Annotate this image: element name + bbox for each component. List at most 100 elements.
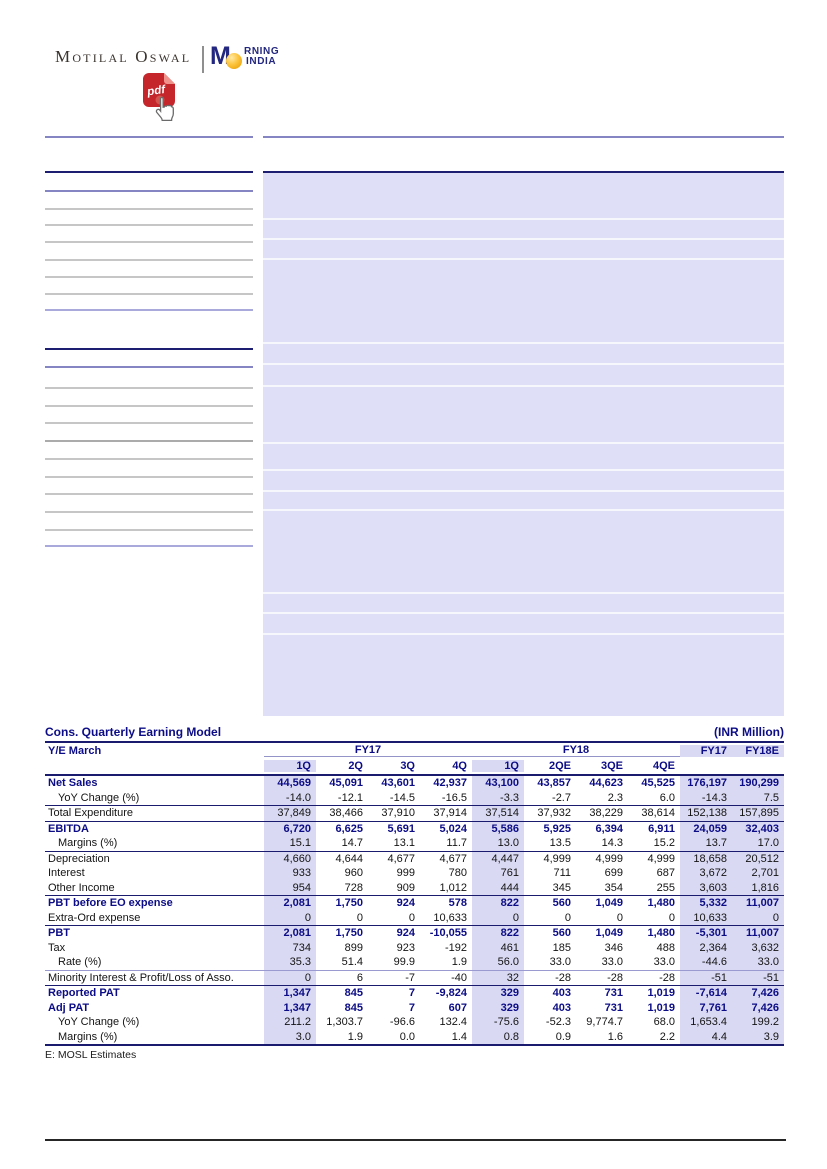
table-cell: 1,480 [647,927,675,939]
table-cell: 4,644 [335,852,363,865]
table-cell: 2,701 [732,866,784,881]
table-cell: 10,633 [433,911,467,924]
table-cell: 761 [472,866,524,881]
table-row: Margins (%) 3.0 1.9 0.0 1.4 0.8 0.9 1.6 2.2 4.4 3.… [45,1029,784,1044]
table-cell: 15.2 [653,837,675,849]
table-body: Net Sales 44,569 45,091 43,601 42,937 43,100 4… [45,776,784,1044]
table-cell: 1,019 [647,987,675,999]
table-cell: 1,480 [647,897,675,909]
table-row: YoY Change (%) 211.2 1,303.7 -96.6 132.4 -75.… [45,1015,784,1030]
table-cell: 731 [604,987,623,999]
row-label: Tax [48,941,66,954]
pdf-attachment-button[interactable]: pdf [140,72,190,124]
placeholder-line [45,405,253,407]
table-cell: 4,660 [264,851,316,866]
row-label: Other Income [48,881,115,894]
row-label: Margins (%) [58,837,118,849]
table-cell: 44,569 [264,776,316,791]
table-cell: 0 [356,911,363,924]
table-cell: 822 [472,896,524,911]
table-cell: 68.0 [653,1016,675,1028]
table-cell: -12.1 [337,791,363,804]
placeholder-row-divider [263,342,784,344]
table-cell: 999 [396,867,415,879]
table-cell: 711 [553,867,571,879]
table-cell: 32,403 [732,821,784,836]
table-cell: 4,999 [543,852,571,865]
placeholder-line [263,136,784,138]
placeholder-row-divider [263,238,784,240]
pdf-label: pdf [146,84,168,99]
table-cell: -40 [451,971,467,984]
sun-icon [226,53,242,69]
page-body-placeholder [45,136,784,716]
table-cell: 6,911 [648,822,675,835]
row-separator [45,805,784,806]
table-cell: 909 [396,881,415,894]
table-cell: 1,347 [264,986,316,1001]
table-cell: 0.0 [399,1030,415,1043]
quarter-column-header: 3QE [600,760,623,772]
table-cell: 0 [264,970,316,985]
table-cell: 11.7 [446,837,467,849]
footer-divider [45,1139,786,1141]
table-cell: 37,849 [264,806,316,821]
morning-india-india: INDIA [246,56,277,67]
quarter-column-header: 1Q [472,760,524,772]
table-cell: 3.9 [732,1029,784,1044]
quarter-column-header: 4Q [452,760,467,772]
table-cell: 14.7 [341,837,363,849]
table-row: EBITDA 6,720 6,625 5,691 5,024 5,586 5,925 6,39… [45,821,784,836]
quarter-column-header: 2Q [348,760,363,772]
table-cell: 1,303.7 [326,1016,363,1028]
annual-column-header: FY18E [732,744,784,757]
table-cell: 488 [656,941,675,954]
table-cell: 734 [264,940,316,955]
table-cell: -9,824 [435,987,467,999]
motilal-oswal-wordmark: Motilal Oswal [55,47,192,66]
table-cell: 0 [616,911,623,924]
table-cell: 18,658 [680,851,732,866]
table-cell: 99.9 [393,956,415,968]
table-cell: 354 [604,881,623,894]
ye-march-label: Y/E March [48,744,102,757]
table-cell: 7,761 [680,1000,732,1015]
table-row: PBT 2,081 1,750 924 -10,055 822 560 1,049 1,480-… [45,926,784,941]
table-cell: 15.1 [264,836,316,851]
row-separator [45,985,784,986]
placeholder-line [45,190,253,192]
table-cell: -52.3 [545,1016,571,1028]
table-cell: 4,447 [472,851,524,866]
quarter-column-header: 1Q [264,760,316,772]
table-cell: 0 [408,911,415,924]
table-row: Depreciation 4,660 4,644 4,677 4,677 4,447 4,9… [45,851,784,866]
table-cell: 37,514 [472,806,524,821]
row-label: Net Sales [48,777,98,789]
placeholder-line [263,171,784,173]
fiscal-year-group-header: FY18 [472,744,680,757]
row-label: YoY Change (%) [58,1016,140,1028]
table-cell: 403 [552,987,571,999]
table-unit: (INR Million) [714,725,784,739]
table-cell: 2.3 [607,791,623,804]
table-row: Minority Interest & Profit/Loss of Asso.… [45,970,784,985]
table-cell: 0.8 [472,1029,524,1044]
morning-india-m: M [210,42,231,70]
table-cell: 7,426 [732,1000,784,1015]
table-cell: 199.2 [732,1015,784,1030]
fiscal-year-group-header: FY17 [264,744,472,757]
table-cell: 3,632 [732,940,784,955]
table-cell: 845 [344,987,363,999]
table-cell: 1,012 [439,881,467,894]
table-cell: 845 [344,1001,363,1014]
table-cell: 45,091 [329,777,363,789]
table-row: Interest 933 960 999 780 761 711 699 687 3,672 2,7… [45,866,784,881]
table-cell: 32 [472,970,524,985]
table-cell: 3.0 [264,1029,316,1044]
row-separator [45,895,784,896]
table-cell: 45,525 [641,777,675,789]
table-cell: 6,625 [335,822,363,835]
table-cell: 0.9 [555,1030,571,1043]
table-cell: 7 [408,987,415,999]
table-cell: 10,633 [680,910,732,925]
